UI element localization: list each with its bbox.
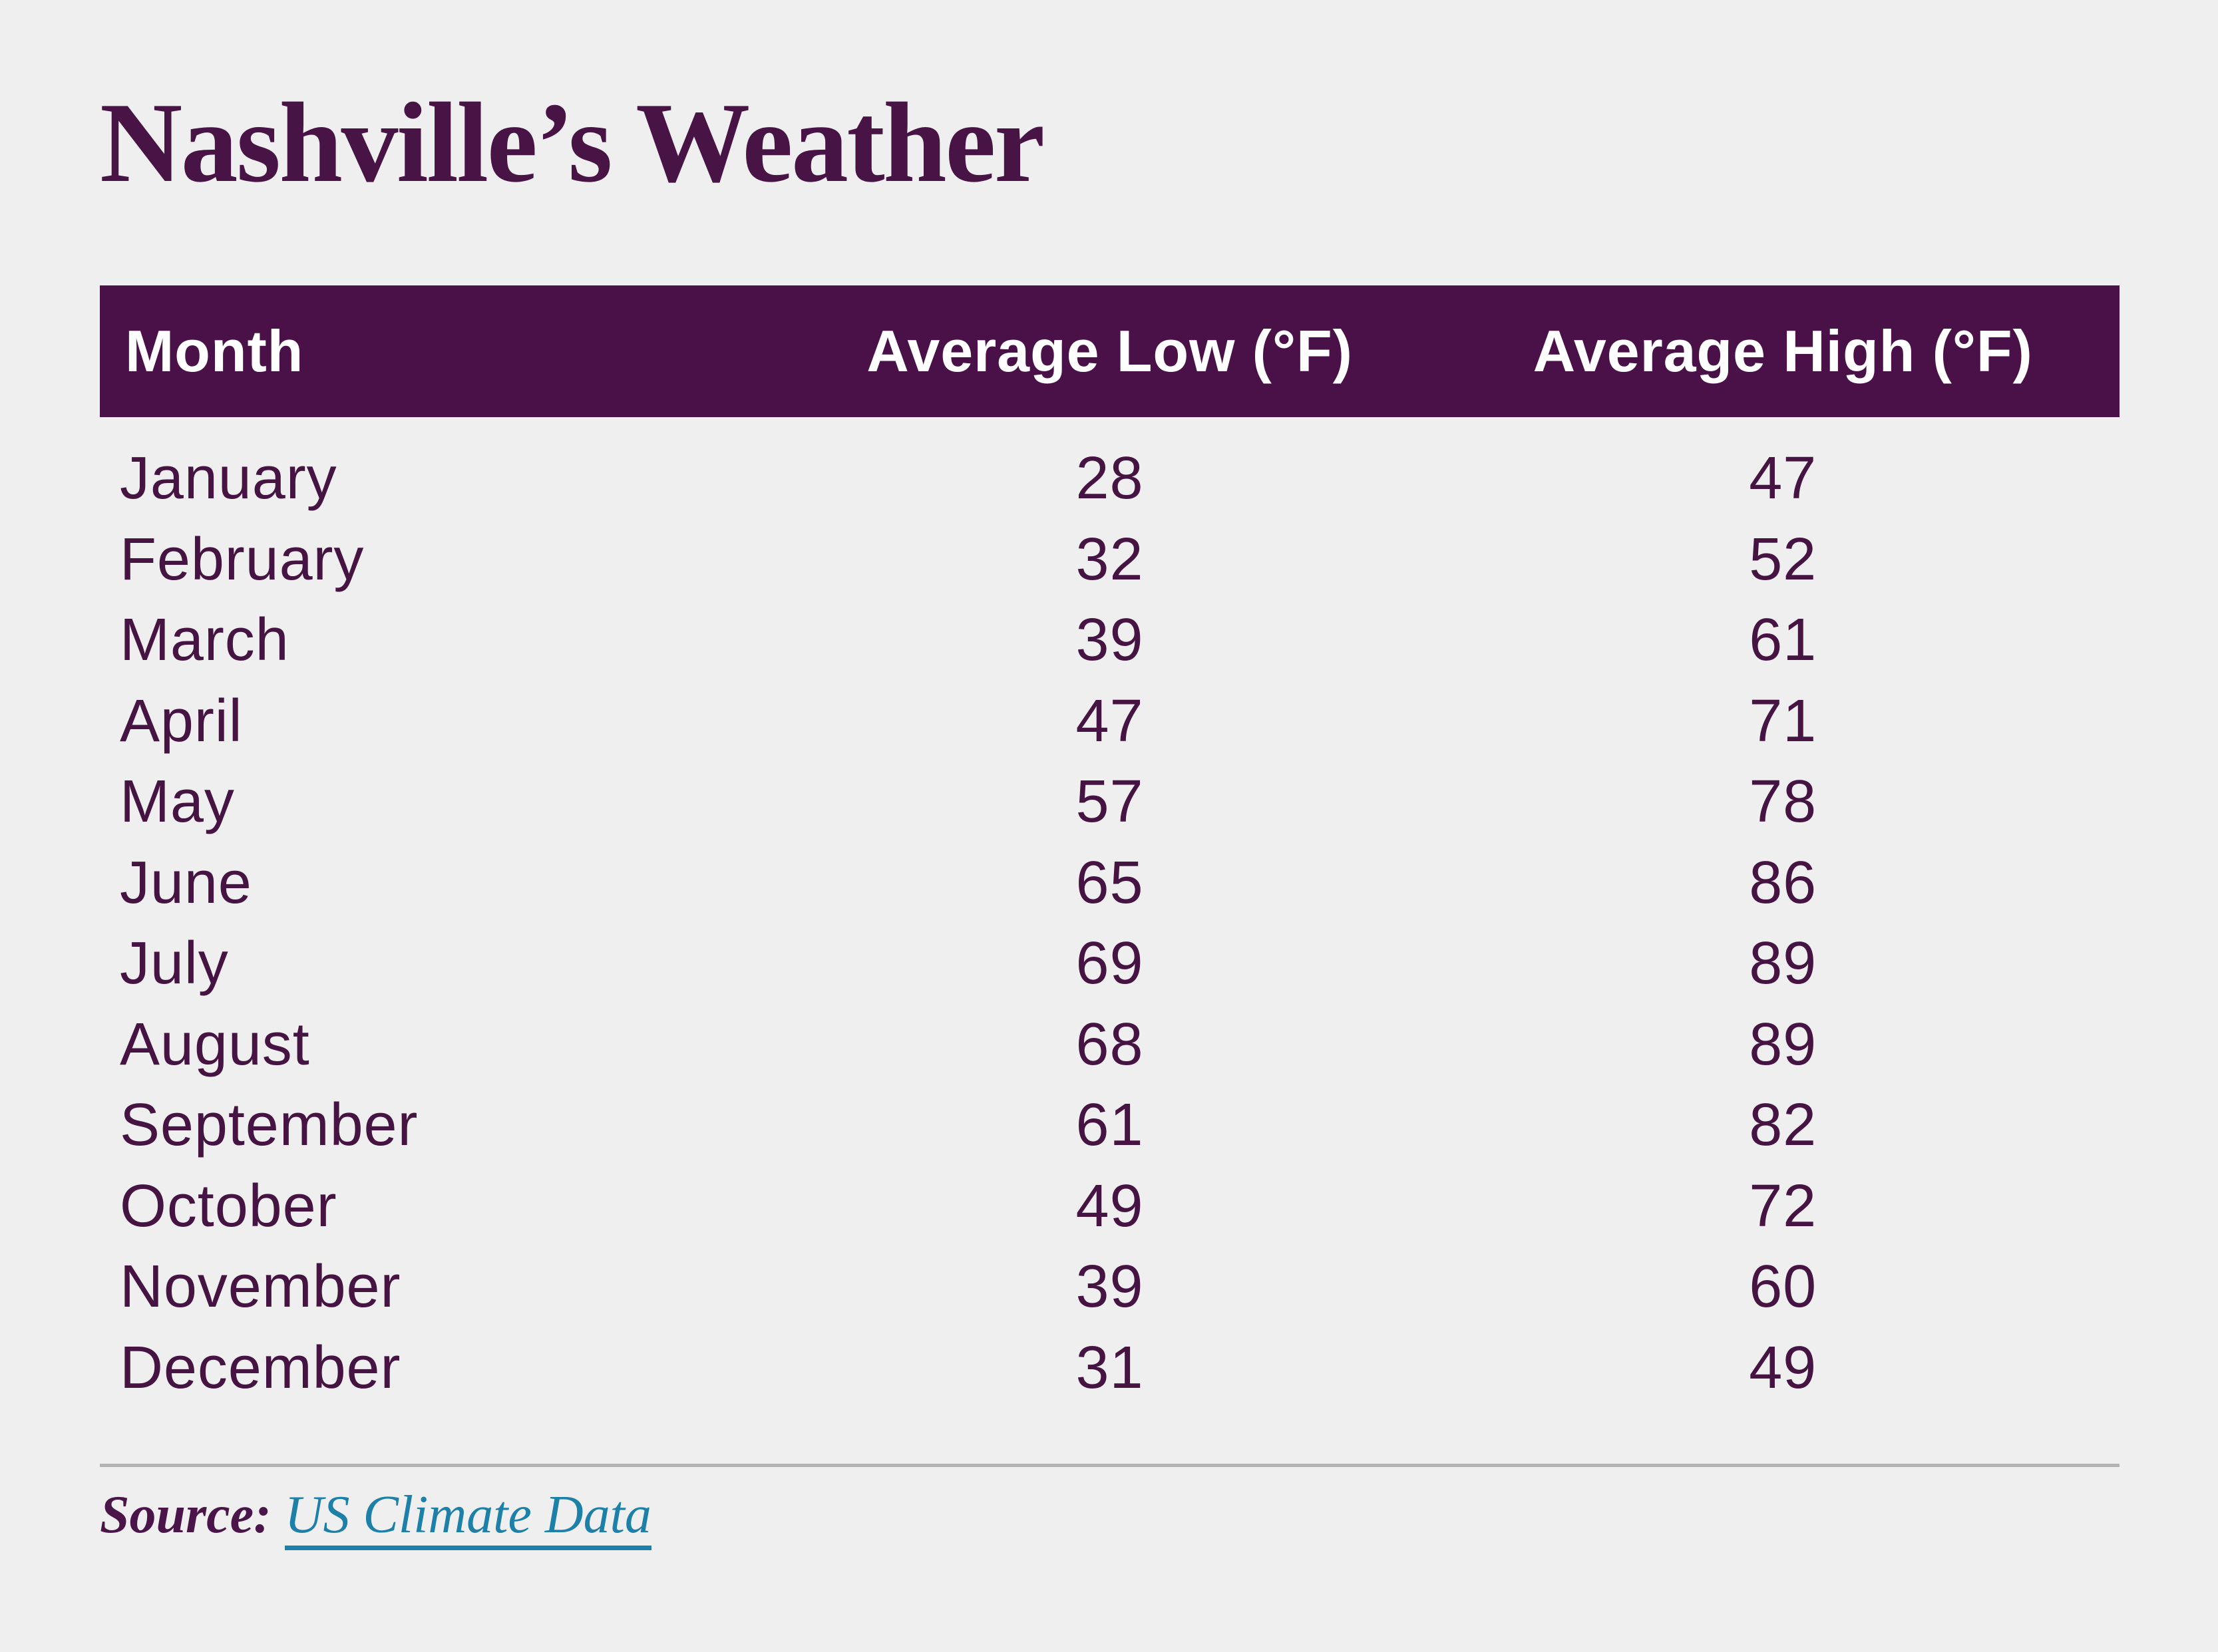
avg-high-cell: 72 [1749,1172,1817,1239]
month-cell: October [120,1172,337,1239]
avg-low-cell: 47 [1075,687,1144,754]
column-header-average-low: Average Low (°F) [866,318,1353,384]
month-cell: June [120,849,252,916]
month-cell: March [120,607,289,674]
table-row: August 68 89 [100,1005,2120,1086]
month-cell: May [120,768,235,836]
table-row: June 65 86 [100,843,2120,924]
table-row: March 39 61 [100,600,2120,681]
avg-high-cell: 89 [1749,1011,1817,1078]
table-row: November 39 60 [100,1247,2120,1328]
source-label: Source: [100,1486,272,1544]
avg-high-cell: 89 [1749,930,1817,997]
table-body: January 28 47 February 32 52 March 39 61… [100,417,2120,1408]
avg-low-cell: 39 [1075,607,1144,674]
source-link[interactable]: US Climate Data [284,1486,651,1550]
month-cell: December [120,1334,401,1401]
avg-low-cell: 28 [1075,445,1144,512]
column-header-month: Month [125,318,304,384]
avg-high-cell: 86 [1749,849,1817,916]
weather-table: Month Average Low (°F) Average High (°F)… [100,285,2120,1408]
avg-low-cell: 69 [1075,930,1144,997]
month-cell: April [120,687,243,754]
avg-low-cell: 61 [1075,1092,1144,1159]
source-line: Source: US Climate Data [100,1483,2120,1550]
page-title: Nashville’s Weather [100,80,1045,206]
divider [100,1464,2120,1467]
table-row: October 49 72 [100,1166,2120,1247]
table-row: January 28 47 [100,438,2120,520]
month-cell: September [120,1092,419,1159]
month-cell: July [120,930,229,997]
table-row: July 69 89 [100,923,2120,1005]
month-cell: November [120,1253,401,1321]
avg-high-cell: 61 [1749,607,1817,674]
avg-low-cell: 65 [1075,849,1144,916]
table-row: December 31 49 [100,1328,2120,1409]
table-row: February 32 52 [100,520,2120,601]
month-cell: January [120,445,337,512]
table-row: April 47 71 [100,681,2120,762]
avg-high-cell: 47 [1749,445,1817,512]
table-row: September 61 82 [100,1085,2120,1166]
month-cell: August [120,1011,310,1078]
avg-low-cell: 31 [1075,1334,1144,1401]
table-header: Month Average Low (°F) Average High (°F) [100,285,2120,417]
avg-high-cell: 52 [1749,526,1817,593]
avg-low-cell: 32 [1075,526,1144,593]
avg-low-cell: 57 [1075,768,1144,836]
avg-high-cell: 71 [1749,687,1817,754]
month-cell: February [120,526,365,593]
avg-high-cell: 78 [1749,768,1817,836]
avg-high-cell: 49 [1749,1334,1817,1401]
avg-high-cell: 60 [1749,1253,1817,1321]
avg-low-cell: 39 [1075,1253,1144,1321]
avg-high-cell: 82 [1749,1092,1817,1159]
table-row: May 57 78 [100,762,2120,843]
column-header-average-high: Average High (°F) [1533,318,2033,384]
avg-low-cell: 49 [1075,1172,1144,1239]
avg-low-cell: 68 [1075,1011,1144,1078]
